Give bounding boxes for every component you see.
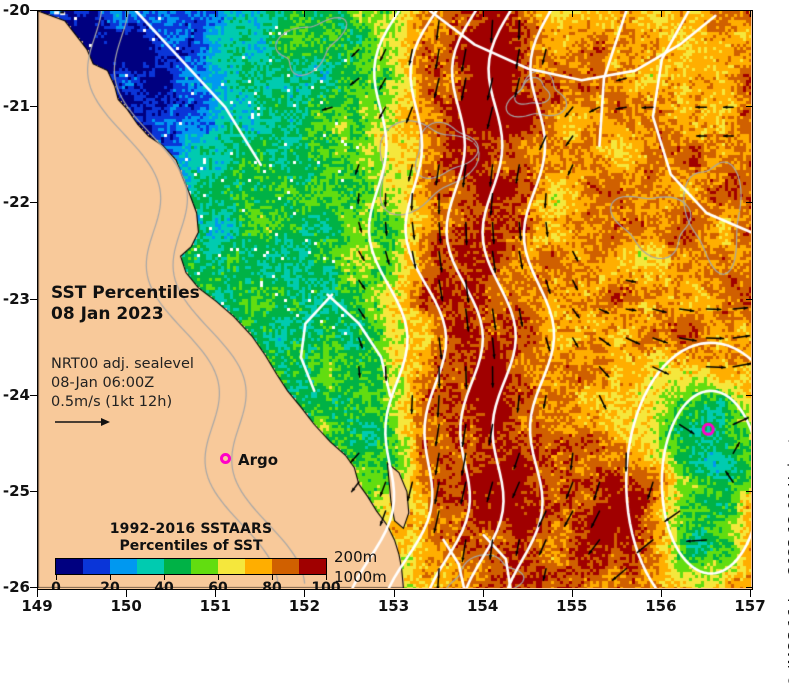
- y-axis-label: -21: [2, 97, 30, 116]
- vector-scale-arrow-icon: [55, 418, 110, 426]
- map-title-line2: 08 Jan 2023: [51, 304, 164, 324]
- x-axis-label: 152: [288, 597, 321, 615]
- colorbar-legend: 1992-2016 SSTAARS Percentiles of SST 0 20…: [41, 521, 341, 590]
- y-axis-tick: [30, 298, 37, 300]
- y-axis-label: -22: [2, 193, 30, 212]
- x-axis-label: 154: [466, 597, 499, 615]
- x-axis-tick-top: [482, 10, 484, 17]
- colorbar-segment: [137, 559, 164, 574]
- y-axis-tick: [30, 394, 37, 396]
- colorbar-segment: [245, 559, 272, 574]
- y-axis-tick: [30, 587, 37, 588]
- map-plot-area[interactable]: SST Percentiles 08 Jan 2023 NRT00 adj. se…: [37, 10, 753, 590]
- colorbar-gradient: [55, 558, 327, 575]
- y-axis-tick-right: [746, 10, 753, 11]
- x-axis-label: 157: [734, 597, 766, 615]
- y-axis-label: -26: [2, 578, 30, 596]
- colorbar-segment: [83, 559, 110, 574]
- y-axis-label: -24: [2, 385, 30, 404]
- sealevel-annotation: NRT00 adj. sealevel 08-Jan 06:00Z 0.5m/s…: [51, 356, 194, 410]
- x-axis-tick: [304, 590, 306, 597]
- colorbar-tick-label: 80: [262, 580, 282, 590]
- bathymetry-legend-label: 200m 1000m: [334, 548, 387, 586]
- colorbar-title-line1: 1992-2016 SSTAARS: [109, 521, 273, 537]
- colorbar-tick: [56, 575, 57, 580]
- argo-marker-icon: [220, 453, 231, 464]
- colorbar-tick-label: 60: [208, 580, 228, 590]
- map-overlay-layer: [38, 11, 751, 588]
- x-axis-label: 156: [645, 597, 677, 615]
- x-axis-tick: [660, 590, 662, 597]
- x-axis-label: 151: [199, 597, 231, 615]
- x-axis-label: 155: [556, 597, 588, 615]
- x-axis-label: 150: [110, 597, 142, 615]
- colorbar-segment: [299, 559, 326, 574]
- y-axis-tick-right: [746, 490, 753, 492]
- colorbar-ticks: [55, 575, 327, 580]
- colorbar-segment: [110, 559, 137, 574]
- y-axis-tick: [30, 10, 37, 11]
- y-axis-tick: [30, 490, 37, 492]
- colorbar-segment: [164, 559, 191, 574]
- x-axis-tick-top: [393, 10, 395, 17]
- map-title-line1: SST Percentiles: [51, 283, 200, 303]
- colorbar-tick: [272, 575, 273, 580]
- y-axis-tick: [30, 202, 37, 204]
- x-axis-tick: [750, 590, 751, 597]
- colorbar-tick: [110, 575, 111, 580]
- y-axis-tick: [30, 106, 37, 108]
- y-axis-tick-right: [746, 298, 753, 300]
- colorbar-title-line2: Percentiles of SST: [119, 538, 263, 554]
- x-axis-tick-top: [215, 10, 217, 17]
- y-axis-tick-right: [746, 587, 753, 588]
- x-axis-tick: [37, 590, 38, 597]
- colorbar-tick: [218, 575, 219, 580]
- x-axis-tick: [393, 590, 395, 597]
- y-axis-label: -20: [2, 1, 30, 19]
- x-axis-tick-top: [660, 10, 662, 17]
- y-axis-label: -23: [2, 289, 30, 308]
- x-axis-label: 149: [21, 597, 53, 615]
- x-axis-tick-top: [750, 10, 751, 17]
- x-axis-tick-top: [304, 10, 306, 17]
- x-axis-tick: [571, 590, 573, 597]
- colorbar-tick-label: 40: [154, 580, 174, 590]
- argo-legend-label: Argo: [238, 451, 279, 469]
- colorbar-tick-label: 20: [100, 580, 120, 590]
- x-axis-label: 153: [377, 597, 410, 615]
- colorbar-tick-label: 0: [51, 580, 61, 590]
- colorbar-segment: [56, 559, 83, 574]
- colorbar-segment: [191, 559, 218, 574]
- colorbar-tick-labels: 0 20 40 60 80 100: [51, 580, 340, 590]
- y-axis-tick-right: [746, 106, 753, 108]
- colorbar-tick: [326, 575, 327, 580]
- x-axis-tick: [215, 590, 217, 597]
- x-axis-tick-top: [126, 10, 128, 17]
- x-axis-tick: [482, 590, 484, 597]
- colorbar-segment: [218, 559, 245, 574]
- x-axis-tick-top: [571, 10, 573, 17]
- colorbar-tick: [164, 575, 165, 580]
- y-axis-tick-right: [746, 394, 753, 396]
- colorbar-segment: [272, 559, 299, 574]
- x-axis-tick-top: [37, 10, 38, 17]
- map-title: SST Percentiles 08 Jan 2023: [51, 283, 200, 325]
- y-axis-label: -25: [2, 481, 30, 500]
- y-axis-tick-right: [746, 202, 753, 204]
- x-axis-tick: [126, 590, 128, 597]
- colorbar-tick-label: 100: [311, 580, 341, 590]
